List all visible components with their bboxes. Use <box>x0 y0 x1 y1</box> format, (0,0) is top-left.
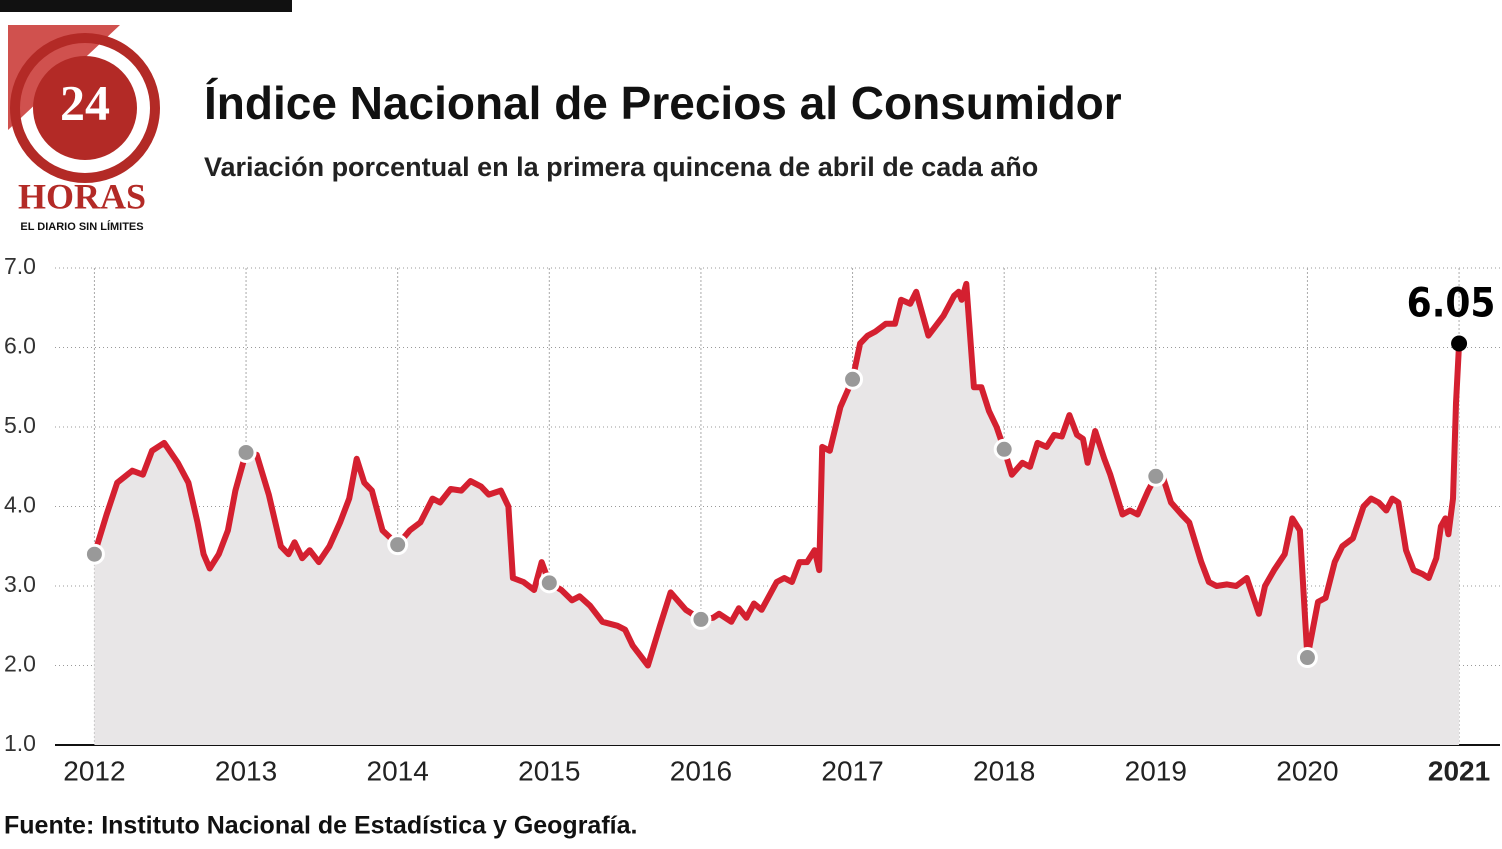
year-marker <box>1296 647 1318 669</box>
year-marker <box>235 441 257 463</box>
logo-name: HORAS <box>18 176 146 216</box>
year-marker <box>993 438 1015 460</box>
y-tick-label: 7.0 <box>4 253 36 279</box>
chart-subtitle: Variación porcentual en la primera quinc… <box>204 152 1038 182</box>
y-tick-label: 1.0 <box>4 730 36 756</box>
top-bar <box>0 0 292 12</box>
y-tick-label: 6.0 <box>4 333 36 359</box>
x-tick-label: 2012 <box>63 755 125 786</box>
chart-title: Índice Nacional de Precios al Consumidor <box>204 77 1122 129</box>
area <box>94 283 1460 745</box>
logo-number: 24 <box>60 74 110 130</box>
year-marker <box>842 368 864 390</box>
x-tick-label: 2020 <box>1276 755 1338 786</box>
y-tick-label: 3.0 <box>4 571 36 597</box>
logo-tagline: EL DIARIO SIN LÍMITES <box>20 220 143 233</box>
y-tick-label: 2.0 <box>4 651 36 677</box>
year-marker <box>538 572 560 594</box>
x-tick-label: 2013 <box>215 755 277 786</box>
line <box>91 280 1463 669</box>
year-marker <box>1145 465 1167 487</box>
x-tick-label: 2021 <box>1428 755 1490 786</box>
end-marker <box>1451 335 1468 352</box>
year-marker <box>83 543 105 565</box>
year-marker <box>387 534 409 556</box>
x-tick-label: 2015 <box>518 755 580 786</box>
y-tick-label: 5.0 <box>4 412 36 438</box>
year-marker <box>690 608 712 630</box>
x-tick-label: 2016 <box>670 755 732 786</box>
logo: 24 HORAS EL DIARIO SIN LÍMITES <box>8 25 160 233</box>
source: Fuente: Instituto Nacional de Estadístic… <box>4 812 637 840</box>
x-tick-label: 2019 <box>1125 755 1187 786</box>
x-tick-label: 2014 <box>367 755 429 786</box>
x-tick-label: 2018 <box>973 755 1035 786</box>
x-tick-label: 2017 <box>821 755 883 786</box>
y-tick-label: 4.0 <box>4 492 36 518</box>
value-label: 6.05 <box>1407 281 1496 327</box>
